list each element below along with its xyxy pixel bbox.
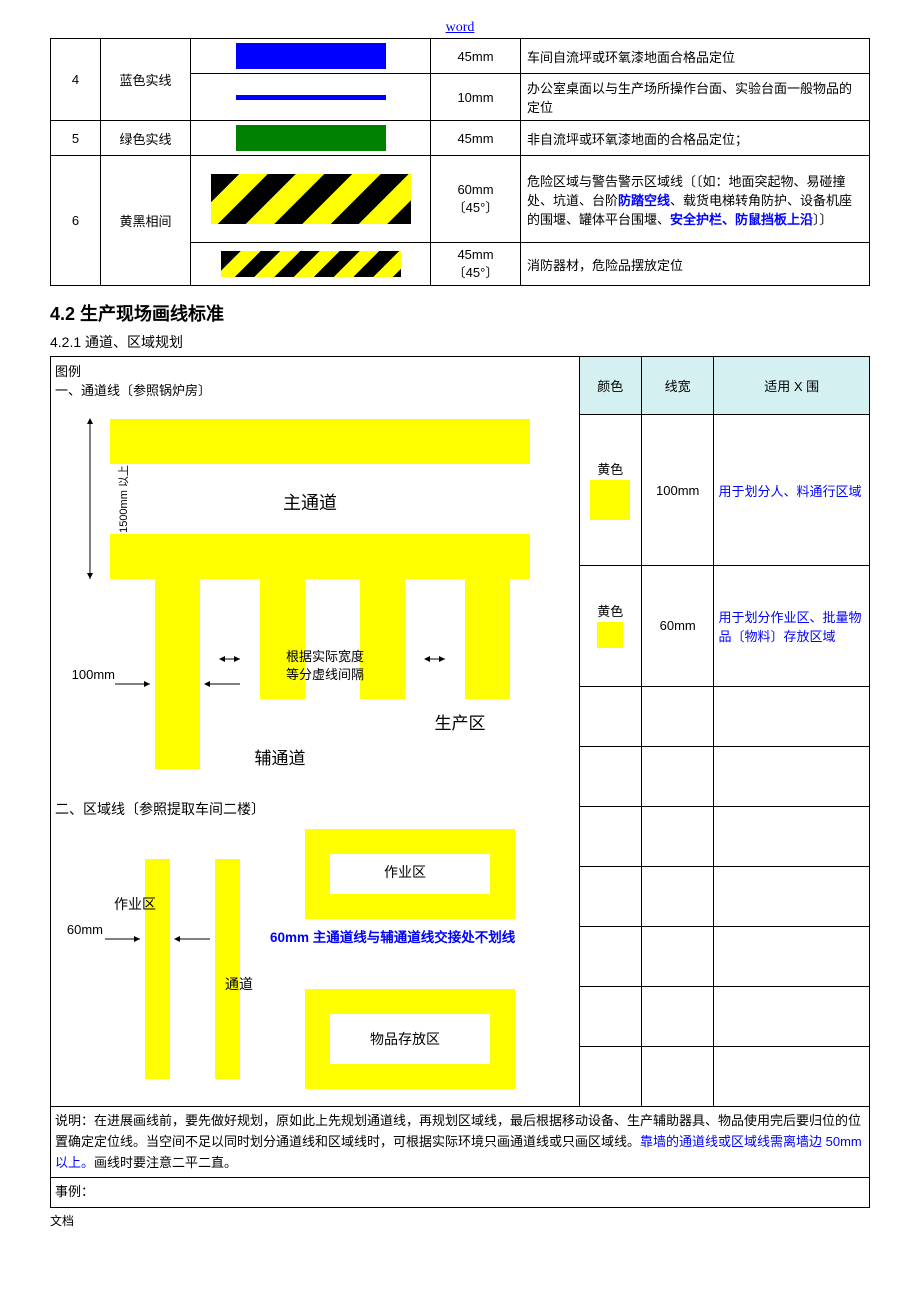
desc-cell: 非自流坪或环氧漆地面的合格品定位；: [521, 121, 870, 156]
aux-left-l: [155, 579, 200, 769]
row-num: 4: [51, 39, 101, 121]
scope-cell: [714, 927, 870, 987]
diagram-cell: 图例 一、通道线〔参照锅炉房〕 主通道 1500mm 以上: [51, 357, 580, 1107]
prod-zone-label: 生产区: [435, 714, 486, 733]
width-cell: [641, 687, 714, 747]
yellow-black-big-swatch: [211, 174, 411, 224]
desc-cell: 说明：在进展画线前，要先做好规划，原如此上先规划通道线，再规划区域线，最后根据移…: [51, 1107, 870, 1178]
storage-label: 物品存放区: [370, 1031, 440, 1047]
width-cell: [641, 1047, 714, 1107]
color-cell: [579, 747, 641, 807]
row-num: 6: [51, 156, 101, 286]
footer-text: 文档: [50, 1212, 870, 1229]
st-top: [305, 989, 515, 1014]
row-name: 黄黑相间: [101, 156, 191, 286]
work-zone-label-top: 作业区: [384, 864, 426, 880]
width-60-label: 60mm: [67, 922, 103, 937]
left-bar-r: [215, 859, 240, 1079]
scope-cell: [714, 687, 870, 747]
note-60: 60mm 主通道线与辅通道线交接处不划线: [270, 929, 516, 945]
width-cell: 100mm: [641, 415, 714, 565]
desc-cell: 消防器材，危险品摆放定位: [521, 243, 870, 286]
desc-cell: 危险区域与警告警示区域线〔〔如：地面突起物、易碰撞处、坑道、台阶防踏空线、载货电…: [521, 156, 870, 243]
dash-note1: 根据实际宽度: [286, 649, 364, 664]
sample-cell: [191, 74, 431, 121]
main-corridor-label: 主通道: [283, 493, 337, 513]
st-bottom: [305, 1064, 515, 1089]
scope-cell: 用于划分人、料通行区域: [714, 415, 870, 565]
subsection-title: 4.2.1 通道、区域规划: [50, 332, 870, 352]
width-cell: 60mm: [641, 565, 714, 686]
legend-title: 图例: [55, 361, 575, 380]
scope-cell: [714, 867, 870, 927]
sample-cell: [191, 121, 431, 156]
width-cell: 10mm: [431, 74, 521, 121]
green-thick-swatch: [236, 125, 386, 151]
scope-cell: [714, 1047, 870, 1107]
work-zone-label-left: 作业区: [114, 896, 156, 912]
width-cell: 45mm 〔45°〕: [431, 243, 521, 286]
width-cell: [641, 867, 714, 927]
color-cell: [579, 987, 641, 1047]
color-cell: [579, 867, 641, 927]
height-label: 1500mm 以上: [117, 465, 130, 533]
aux-right-r: [465, 579, 510, 699]
row-num: 5: [51, 121, 101, 156]
blue-thin-swatch: [236, 95, 386, 100]
color-cell: 黄色: [579, 565, 641, 686]
scope-cell: [714, 807, 870, 867]
case-cell: 事例：: [51, 1178, 870, 1208]
wz-bottom: [305, 894, 515, 919]
corridor-label: 通道: [225, 976, 253, 992]
yellow-swatch-big: [590, 480, 630, 520]
scope-cell: 用于划分作业区、批量物品〔物料〕存放区域: [714, 565, 870, 686]
left-bar-l: [145, 859, 170, 1079]
row-name: 绿色实线: [101, 121, 191, 156]
width-cell: [641, 987, 714, 1047]
sample-cell: [191, 39, 431, 74]
header-word: word: [50, 20, 870, 36]
aux-right-l: [360, 579, 405, 699]
desc-cell: 办公室桌面以与生产场所操作台面、实验台面一般物品的定位: [521, 74, 870, 121]
scope-cell: [714, 747, 870, 807]
yellow-black-small-swatch: [221, 251, 401, 277]
width-100-label: 100mm: [72, 667, 115, 682]
scope-cell: [714, 987, 870, 1047]
main-corridor-top: [110, 419, 530, 464]
legend-sub2: 二、区域线〔参照提取车间二楼〕: [55, 801, 265, 817]
sample-cell: [191, 156, 431, 243]
color-cell: [579, 687, 641, 747]
width-cell: [641, 747, 714, 807]
wz-top: [305, 829, 515, 854]
desc-cell: 车间自流坪或环氧漆地面合格品定位: [521, 39, 870, 74]
hdr-scope: 适用 X 围: [714, 357, 870, 415]
yellow-swatch-small: [597, 622, 623, 648]
color-cell: 黄色: [579, 415, 641, 565]
hdr-width: 线宽: [641, 357, 714, 415]
width-cell: [641, 927, 714, 987]
sample-cell: [191, 243, 431, 286]
color-cell: [579, 807, 641, 867]
width-cell: 45mm: [431, 121, 521, 156]
line-spec-table: 4 蓝色实线 45mm 车间自流坪或环氧漆地面合格品定位 10mm 办公室桌面以…: [50, 38, 870, 286]
aux-corridor-label: 辅通道: [255, 749, 306, 768]
color-cell: [579, 927, 641, 987]
zone-plan-table: 图例 一、通道线〔参照锅炉房〕 主通道 1500mm 以上: [50, 356, 870, 1208]
row-name: 蓝色实线: [101, 39, 191, 121]
main-corridor-bottom: [110, 534, 530, 579]
zone-diagram: 主通道 1500mm 以上 根据实际宽度 等分虚线间隔: [55, 399, 545, 1099]
color-cell: [579, 1047, 641, 1107]
section-title: 4.2 生产现场画线标准: [50, 300, 870, 326]
width-cell: 60mm 〔45°〕: [431, 156, 521, 243]
blue-thick-swatch: [236, 43, 386, 69]
legend-sub1: 一、通道线〔参照锅炉房〕: [55, 380, 575, 399]
width-cell: [641, 807, 714, 867]
dash-note2: 等分虚线间隔: [286, 667, 364, 682]
hdr-color: 颜色: [579, 357, 641, 415]
width-cell: 45mm: [431, 39, 521, 74]
